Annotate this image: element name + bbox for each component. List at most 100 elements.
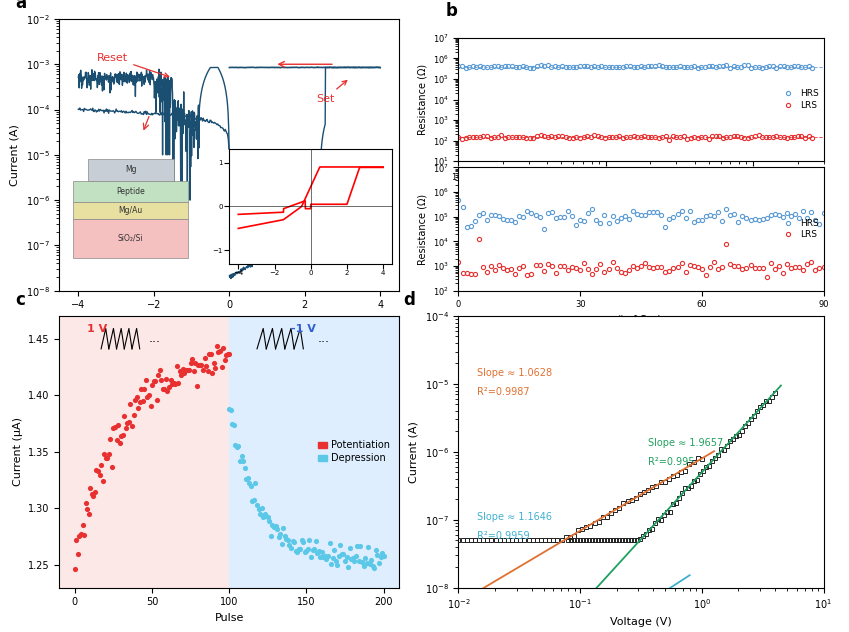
Point bbox=[278, 532, 291, 542]
Point bbox=[313, 552, 327, 562]
Point bbox=[232, 441, 245, 451]
Point bbox=[358, 553, 372, 563]
Point bbox=[110, 435, 123, 446]
HRS bbox=[810, 217, 820, 224]
Line: LRS: LRS bbox=[457, 238, 825, 279]
Point bbox=[73, 531, 87, 541]
Point bbox=[250, 500, 264, 510]
Point bbox=[273, 528, 287, 538]
Text: Slope ≈ 1.1646: Slope ≈ 1.1646 bbox=[477, 512, 552, 522]
Point bbox=[167, 378, 181, 388]
Point bbox=[317, 552, 330, 562]
Point bbox=[194, 360, 208, 370]
Point bbox=[222, 404, 236, 414]
Text: Slope ≈ 1.0628: Slope ≈ 1.0628 bbox=[477, 368, 552, 378]
Point bbox=[221, 349, 234, 359]
Point bbox=[158, 384, 171, 394]
Point bbox=[258, 509, 272, 520]
Point bbox=[79, 498, 93, 508]
Text: R²=0.9959: R²=0.9959 bbox=[477, 531, 529, 541]
Point bbox=[324, 559, 338, 569]
Point bbox=[200, 361, 213, 371]
HRS bbox=[538, 225, 548, 233]
Point bbox=[138, 384, 151, 394]
Legend: Potentiation, Depression: Potentiation, Depression bbox=[314, 437, 394, 467]
Point bbox=[266, 520, 279, 530]
Text: 1 V: 1 V bbox=[87, 324, 108, 334]
Point bbox=[150, 395, 164, 405]
Line: HRS: HRS bbox=[457, 63, 814, 70]
Point bbox=[139, 375, 153, 385]
Point bbox=[355, 557, 368, 568]
Point bbox=[260, 511, 273, 521]
Point bbox=[357, 561, 370, 571]
Point bbox=[364, 556, 378, 566]
Point bbox=[323, 538, 336, 548]
Bar bbox=[59, 316, 229, 588]
Point bbox=[362, 542, 375, 552]
LRS bbox=[664, 136, 674, 143]
LRS bbox=[453, 258, 464, 265]
HRS bbox=[498, 215, 509, 222]
Point bbox=[121, 418, 134, 428]
HRS bbox=[543, 209, 553, 216]
HRS bbox=[636, 63, 646, 70]
Point bbox=[352, 556, 366, 566]
Point bbox=[128, 395, 142, 405]
Point bbox=[111, 420, 125, 430]
Point bbox=[372, 557, 385, 568]
Point bbox=[134, 384, 148, 394]
Point bbox=[295, 535, 308, 545]
Point bbox=[306, 545, 319, 555]
Text: d: d bbox=[404, 291, 415, 309]
Point bbox=[176, 363, 189, 374]
Point bbox=[116, 430, 130, 440]
Text: c: c bbox=[15, 291, 25, 309]
Line: HRS: HRS bbox=[457, 197, 825, 231]
Point bbox=[272, 532, 285, 542]
LRS bbox=[539, 132, 549, 140]
Point bbox=[155, 375, 168, 385]
Point bbox=[107, 423, 121, 434]
Point bbox=[164, 375, 177, 385]
Text: a: a bbox=[15, 0, 26, 12]
Point bbox=[132, 403, 145, 413]
Point bbox=[185, 354, 199, 364]
HRS bbox=[551, 214, 561, 221]
Point bbox=[96, 477, 110, 487]
HRS bbox=[664, 63, 674, 71]
Point bbox=[219, 350, 233, 360]
Point bbox=[264, 531, 278, 541]
Point bbox=[247, 495, 261, 505]
Point bbox=[311, 549, 324, 559]
Point bbox=[76, 520, 89, 530]
Point bbox=[127, 410, 140, 420]
LRS bbox=[502, 266, 512, 274]
Point bbox=[85, 489, 98, 499]
Point bbox=[294, 544, 307, 554]
Point bbox=[270, 524, 284, 534]
Point bbox=[261, 512, 274, 522]
Point bbox=[228, 440, 242, 450]
Point bbox=[289, 546, 302, 556]
LRS bbox=[639, 132, 649, 140]
Point bbox=[193, 360, 206, 370]
Point bbox=[105, 462, 119, 472]
LRS bbox=[474, 236, 484, 243]
Point bbox=[330, 559, 344, 569]
Point bbox=[363, 559, 376, 569]
Point bbox=[349, 550, 363, 561]
Point bbox=[218, 355, 232, 365]
Bar bbox=[229, 316, 407, 588]
Point bbox=[252, 504, 266, 514]
Point bbox=[117, 411, 131, 421]
HRS bbox=[807, 64, 818, 72]
Point bbox=[328, 545, 341, 555]
HRS bbox=[814, 220, 824, 228]
Point bbox=[224, 405, 238, 415]
Point bbox=[204, 349, 217, 359]
Point bbox=[287, 537, 301, 547]
Point bbox=[337, 549, 351, 559]
Text: Slope ≈ 1.9657: Slope ≈ 1.9657 bbox=[649, 439, 723, 449]
LRS bbox=[762, 273, 772, 281]
